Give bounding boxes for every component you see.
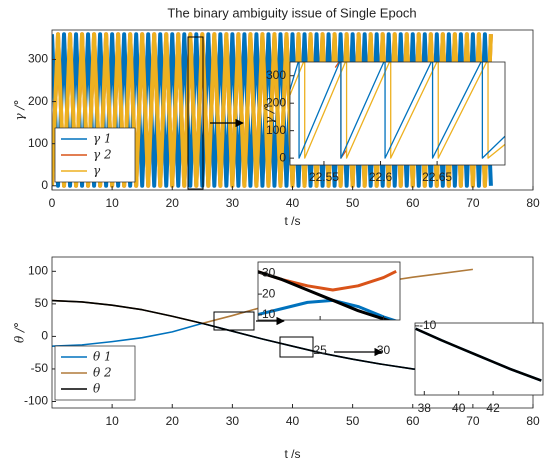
- y-tick-label: -50: [31, 361, 49, 375]
- x-tick-label: 20: [166, 414, 180, 428]
- y-tick-label: -10: [419, 318, 437, 332]
- y-tick-label: 30: [262, 266, 276, 280]
- x-tick-label: 30: [377, 343, 391, 357]
- x-tick-label: 42: [486, 401, 500, 415]
- y-axis-label: γ /°: [13, 99, 27, 120]
- y-tick-label: 20: [262, 286, 276, 300]
- y-tick-label: 300: [28, 52, 48, 66]
- x-axis-label: t /s: [284, 214, 300, 228]
- axes-box: [257, 261, 401, 321]
- y-tick-label: 50: [35, 296, 49, 310]
- x-tick-label: 0: [49, 196, 56, 210]
- legend-label: θ: [93, 382, 101, 396]
- series-line: [415, 327, 542, 382]
- y-tick-label: 100: [266, 123, 286, 137]
- y-tick-label: 0: [279, 150, 286, 164]
- x-tick-label: 40: [452, 401, 466, 415]
- inset-background: [415, 323, 543, 395]
- zoom-box: [213, 311, 255, 331]
- y-tick-label: 100: [28, 263, 48, 277]
- x-tick-label: 60: [406, 196, 420, 210]
- plot-area: [415, 327, 542, 382]
- x-tick-label: 30: [226, 414, 240, 428]
- zoom-box: [279, 336, 314, 358]
- y-axis-label: γ /°: [263, 103, 277, 124]
- x-tick-label: 60: [406, 414, 420, 428]
- x-tick-label: 50: [346, 196, 360, 210]
- y-axis-label: θ /°: [13, 322, 27, 343]
- x-tick-label: 80: [526, 196, 540, 210]
- y-tick-label: 10: [262, 307, 276, 321]
- inset-background: [290, 62, 505, 165]
- legend-label: γ 2: [93, 148, 112, 162]
- x-tick-label: 10: [105, 414, 119, 428]
- inset-background: [258, 262, 400, 320]
- series-line: [290, 62, 505, 159]
- x-tick-label: 40: [286, 414, 300, 428]
- x-tick-label: 38: [418, 401, 432, 415]
- x-tick-label: 25: [313, 343, 327, 357]
- y-tick-label: 200: [28, 94, 48, 108]
- zoom-box: [187, 36, 204, 190]
- x-tick-label: 22.6: [369, 170, 393, 184]
- x-tick-label: 80: [526, 414, 540, 428]
- legend-label: γ 1: [93, 132, 112, 146]
- x-axis-label: t /s: [284, 447, 300, 461]
- x-tick-label: 22.65: [422, 170, 452, 184]
- legend-label: γ: [93, 164, 101, 178]
- x-tick-label: 22.55: [309, 170, 339, 184]
- axes-box: [414, 322, 544, 396]
- plot-area: [290, 62, 505, 159]
- legend-label: θ 2: [93, 366, 112, 380]
- x-tick-label: 30: [226, 196, 240, 210]
- axes-box: [289, 61, 506, 166]
- x-tick-label: 10: [105, 196, 119, 210]
- y-tick-label: 100: [28, 136, 48, 150]
- y-tick-label: -100: [24, 394, 48, 408]
- x-tick-label: 70: [466, 414, 480, 428]
- chart-title: The binary ambiguity issue of Single Epo…: [167, 5, 416, 20]
- legend-label: θ 1: [93, 350, 112, 364]
- x-tick-label: 20: [166, 196, 180, 210]
- y-tick-label: 300: [266, 68, 286, 82]
- x-tick-label: 70: [466, 196, 480, 210]
- x-tick-label: 40: [286, 196, 300, 210]
- y-tick-label: 0: [41, 178, 48, 192]
- y-tick-label: 200: [266, 95, 286, 109]
- y-tick-label: 0: [41, 329, 48, 343]
- x-tick-label: 50: [346, 414, 360, 428]
- series-line: [290, 62, 505, 159]
